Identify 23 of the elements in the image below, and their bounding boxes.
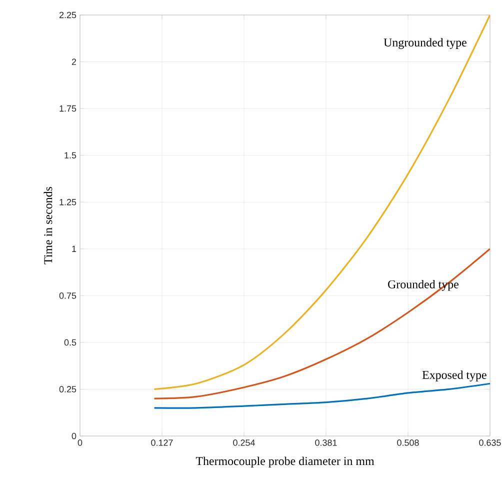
y-tick-label: 0.75 — [59, 292, 76, 299]
y-tick-label: 1.75 — [60, 105, 76, 112]
x-tick-label: 0.254 — [233, 440, 255, 446]
y-tick-label: 0.5 — [64, 339, 76, 346]
y-axis-title: Time in seconds — [44, 186, 52, 264]
series-label: Ungrounded type — [384, 38, 466, 49]
y-tick-label: 1.5 — [64, 152, 76, 158]
series-label: Exposed type — [422, 370, 486, 382]
x-tick-label: 0.635 — [479, 440, 501, 446]
line-series — [153, 248, 490, 400]
x-tick-label: 0.508 — [397, 440, 419, 446]
x-tick-label: 0.127 — [151, 440, 173, 446]
y-tick-label: 1.25 — [60, 198, 76, 206]
line-series — [153, 14, 490, 390]
y-tick-label: 0.25 — [59, 386, 76, 392]
x-tick-label: 0.381 — [315, 440, 337, 446]
y-tick-label: 2 — [72, 58, 76, 65]
y-tick-label: 1 — [72, 246, 76, 252]
y-tick-label: 0 — [72, 432, 76, 440]
line-series — [153, 382, 490, 409]
x-axis-title: Thermocouple probe diameter in mm — [196, 456, 374, 468]
y-tick-label: 2.25 — [59, 12, 76, 18]
x-tick-label: 0 — [78, 440, 82, 446]
